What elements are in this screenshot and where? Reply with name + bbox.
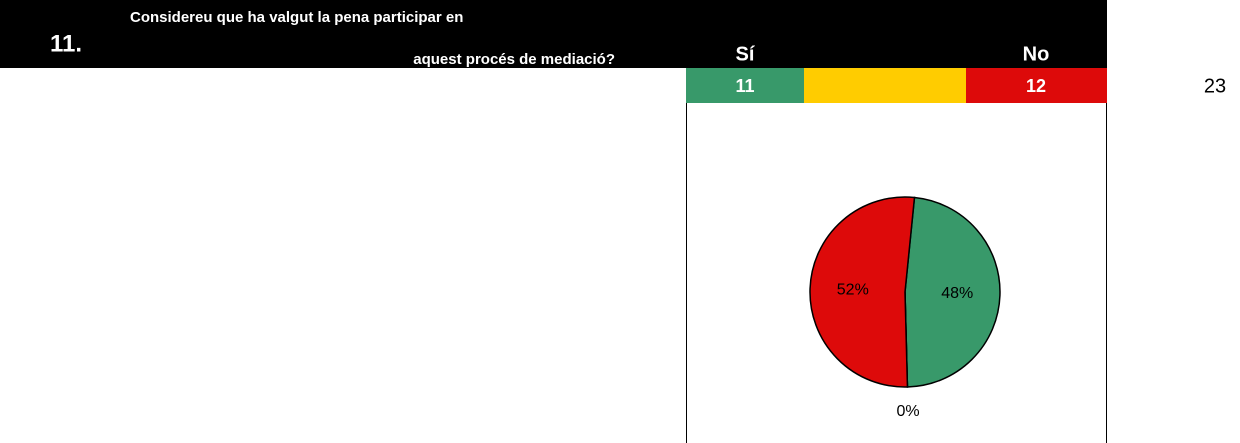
header-bar bbox=[0, 0, 1107, 68]
pie-slice bbox=[809, 196, 916, 388]
neutral-cell bbox=[804, 68, 966, 103]
total-count: 23 bbox=[1204, 75, 1226, 97]
slice-label: 0% bbox=[897, 403, 920, 420]
yes-header: Sí bbox=[736, 43, 756, 65]
question-text: Considereu que ha valgut la pena partici… bbox=[130, 9, 463, 26]
yes-cell bbox=[686, 68, 804, 103]
question-number: 11. bbox=[50, 30, 82, 57]
pie-slice bbox=[904, 196, 1001, 388]
no-header: No bbox=[1023, 43, 1050, 65]
slice-label: 48% bbox=[941, 285, 973, 302]
question-text: aquest procés de mediació? bbox=[413, 51, 615, 68]
no-cell bbox=[966, 68, 1107, 103]
slice-label: 52% bbox=[837, 281, 869, 298]
no-count: 12 bbox=[1026, 76, 1046, 96]
yes-count: 11 bbox=[735, 76, 754, 96]
